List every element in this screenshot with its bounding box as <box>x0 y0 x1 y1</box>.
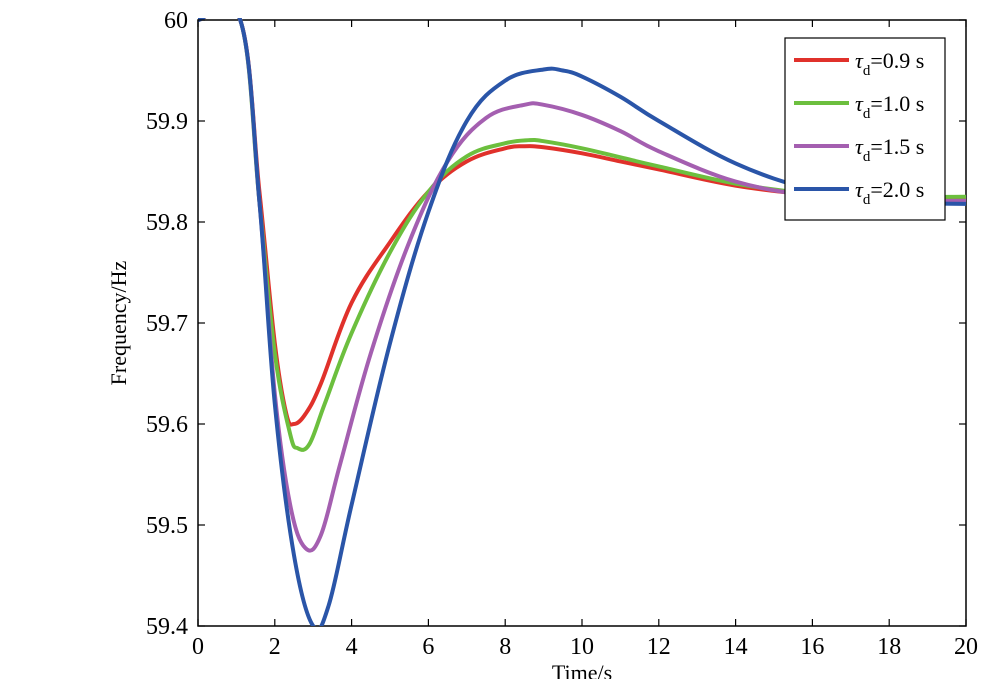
x-tick-label: 2 <box>269 634 281 660</box>
legend-tau: τ <box>855 48 864 73</box>
legend-tau: τ <box>855 91 864 116</box>
legend-value: =1.5 s <box>870 134 924 159</box>
legend-subscript: d <box>863 192 871 208</box>
y-tick-label: 59.7 <box>146 311 188 337</box>
x-tick-label: 14 <box>724 634 748 660</box>
x-tick-label: 16 <box>800 634 824 660</box>
legend-subscript: d <box>863 149 871 165</box>
y-axis-label: Frequency/Hz <box>106 260 131 385</box>
legend-value: =2.0 s <box>870 177 924 202</box>
y-tick-label: 59.6 <box>146 412 188 438</box>
legend: τd=0.9 sτd=1.0 sτd=1.5 sτd=2.0 s <box>784 37 946 221</box>
legend-subscript: d <box>863 106 871 122</box>
x-tick-label: 12 <box>647 634 671 660</box>
series-line-4 <box>198 18 966 626</box>
series-line-2 <box>198 18 966 452</box>
legend-entry-2: τd=1.0 s <box>855 91 924 122</box>
x-tick-label: 4 <box>346 634 358 660</box>
legend-tau: τ <box>855 177 864 202</box>
x-tick-label: 10 <box>570 634 594 660</box>
y-tick-label: 59.5 <box>146 513 188 539</box>
x-tick-label: 18 <box>877 634 901 660</box>
x-tick-label: 0 <box>192 634 204 660</box>
legend-entry-3: τd=1.5 s <box>855 134 924 165</box>
legend-subscript: d <box>863 63 871 79</box>
legend-tau: τ <box>855 134 864 159</box>
legend-value: =1.0 s <box>870 91 924 116</box>
ticks-group: 0 2 4 6 8 10 12 14 16 18 20 59.4 59.5 59.6 59.7 59.8 59.… <box>146 8 978 660</box>
legend-entry-4: τd=2.0 s <box>855 177 924 208</box>
y-tick-label: 59.9 <box>146 109 188 135</box>
x-tick-label: 6 <box>422 634 434 660</box>
series-group <box>198 18 966 626</box>
plot-area: 0 2 4 6 8 10 12 14 16 18 20 59.4 59.5 59.6 59.7 59.8 59.… <box>146 8 978 660</box>
x-tick-label: 20 <box>954 634 978 660</box>
y-tick-label: 59.4 <box>146 614 188 640</box>
y-tick-label: 60 <box>164 8 188 34</box>
x-axis-label: Time/s <box>552 660 612 679</box>
legend-entry-1: τd=0.9 s <box>855 48 924 79</box>
y-tick-label: 59.8 <box>146 210 188 236</box>
x-tick-label: 8 <box>499 634 511 660</box>
legend-value: =0.9 s <box>870 48 924 73</box>
